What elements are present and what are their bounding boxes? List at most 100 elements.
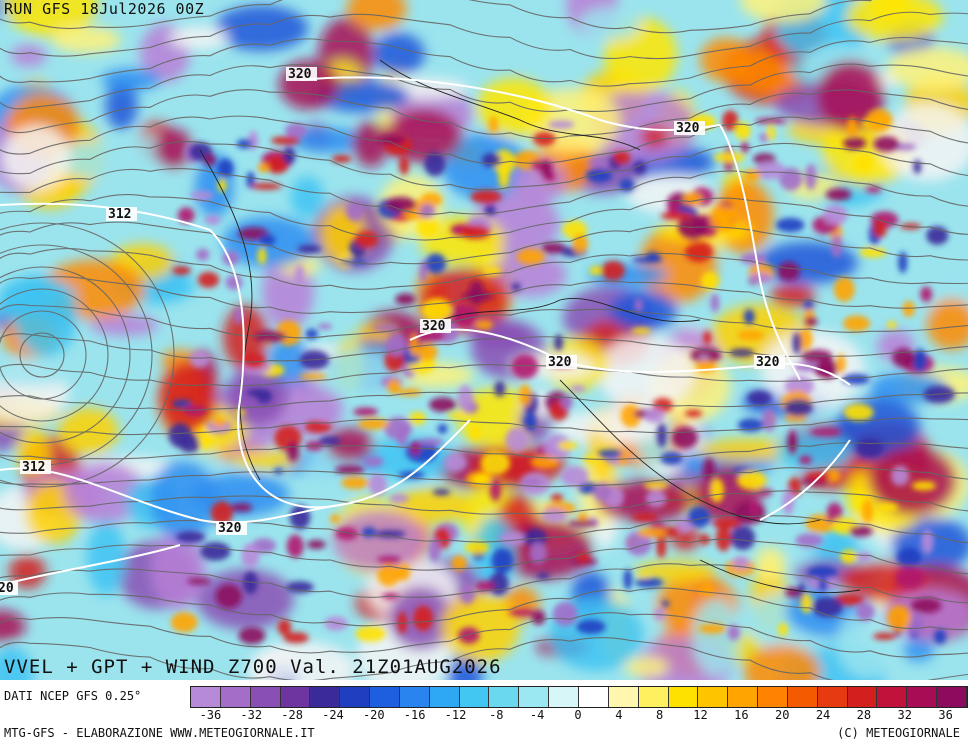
contour-label: 320 [288, 67, 312, 82]
field-cell [499, 531, 529, 546]
streamline [0, 304, 968, 339]
field-region [326, 427, 374, 463]
field-cell [736, 470, 767, 490]
field-region [609, 290, 678, 332]
field-cell [286, 534, 304, 558]
field-cell [840, 549, 858, 564]
field-cell [498, 163, 510, 189]
field-cell [468, 279, 485, 306]
color-scale-bar [190, 686, 968, 708]
field-region [0, 646, 34, 680]
field-cell [754, 117, 787, 125]
field-cell [554, 334, 564, 351]
field-cell [656, 534, 667, 558]
field-cell [205, 214, 221, 225]
field-cell [560, 466, 589, 487]
field-cell [933, 629, 947, 645]
field-cell [460, 583, 475, 605]
field-cell [823, 204, 848, 225]
field-region [816, 60, 885, 132]
field-cell [872, 219, 887, 238]
field-cell [698, 623, 727, 634]
field-cell [843, 403, 874, 421]
field-region [154, 128, 193, 170]
field-cell [258, 234, 276, 246]
streamline [0, 417, 968, 436]
field-region [740, 0, 827, 23]
color-scale-swatch [489, 687, 520, 707]
contour-label-bg [754, 355, 785, 369]
color-scale-swatch [937, 687, 967, 707]
field-cell [856, 438, 884, 458]
field-cell [230, 503, 253, 512]
field-region [0, 364, 84, 386]
field-region [699, 37, 751, 82]
field-cell [363, 456, 384, 467]
geopotential-contour [0, 544, 181, 586]
field-cell [805, 164, 817, 190]
field-cell [891, 465, 910, 486]
streamline [0, 36, 968, 87]
field-cell [317, 323, 333, 330]
field-cell [447, 412, 470, 419]
streamline [0, 115, 968, 164]
field-cell [353, 407, 379, 417]
field-cell [710, 478, 724, 503]
color-scale-tick: -20 [362, 708, 385, 722]
field-cell [299, 373, 327, 380]
field-region [881, 103, 968, 181]
field-cell [543, 434, 572, 460]
field-cell [886, 321, 897, 329]
field-cell [632, 513, 659, 522]
field-region [640, 125, 669, 148]
streamline [0, 391, 968, 411]
field-cell [246, 171, 256, 189]
color-scale-swatch [370, 687, 400, 707]
field-cell [419, 203, 436, 219]
weather-map: 320 320 312 320 320 320 312 320 20 [0, 0, 968, 680]
field-cell [645, 489, 667, 508]
color-scale-tick: 36 [938, 708, 953, 722]
streamline [0, 333, 968, 363]
field-region [372, 32, 425, 76]
field-cell [754, 161, 786, 180]
field-cell [570, 385, 586, 393]
field-cell [305, 328, 319, 340]
contour-label-bg [286, 67, 317, 81]
field-cell [241, 352, 266, 369]
field-cell [384, 416, 413, 441]
color-scale-swatch [817, 687, 848, 707]
field-cell [285, 122, 307, 139]
streamline [0, 194, 968, 241]
field-region [634, 561, 716, 583]
field-cell [170, 612, 198, 633]
color-scale-tick: -36 [199, 708, 222, 722]
field-cell [873, 136, 900, 152]
contour-label-bg [674, 121, 705, 135]
field-cell [809, 428, 842, 437]
field-cell [273, 467, 284, 475]
field-region [440, 591, 520, 663]
field-cell [795, 533, 823, 548]
field-cell [866, 108, 893, 132]
field-cell [568, 520, 598, 527]
field-cell [472, 474, 491, 486]
field-region [392, 488, 473, 524]
field-region [692, 598, 740, 676]
field-cell [558, 441, 578, 451]
geopotential-contour [409, 328, 851, 386]
field-cell [491, 548, 514, 574]
field-cell [225, 274, 243, 290]
data-source-label: DATI NCEP GFS 0.25° [4, 689, 142, 703]
field-region [624, 656, 669, 678]
geopotential-contour [0, 467, 341, 524]
field-cell [766, 124, 776, 141]
field-cell [583, 456, 600, 464]
field-cell [560, 394, 573, 410]
field-cell [474, 320, 494, 330]
field-cell [654, 608, 666, 620]
field-cell [508, 609, 537, 616]
field-cell [341, 476, 370, 490]
contour-label: 312 [108, 207, 131, 222]
color-scale-swatch [250, 687, 281, 707]
